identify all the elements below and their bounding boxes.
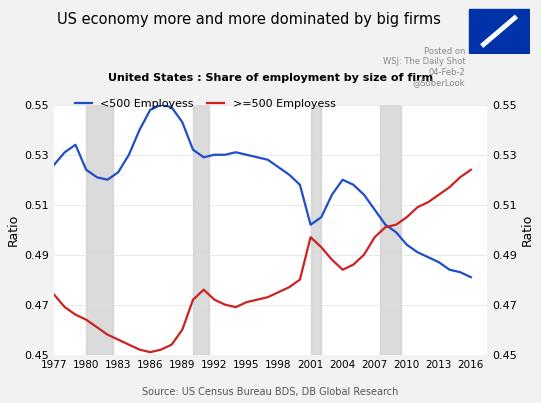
Y-axis label: Ratio: Ratio (521, 214, 534, 246)
Bar (193, 105, 209, 355)
Text: 04-Feb-2: 04-Feb-2 (428, 68, 465, 77)
Text: Source: US Census Bureau BDS, DB Global Research: Source: US Census Bureau BDS, DB Global … (142, 387, 399, 397)
FancyBboxPatch shape (469, 9, 529, 54)
Bar (380, 105, 401, 355)
Text: WSJ: The Daily Shot: WSJ: The Daily Shot (382, 58, 465, 66)
Text: @SoberLook: @SoberLook (413, 78, 465, 87)
Y-axis label: Ratio: Ratio (7, 214, 20, 246)
Legend: <500 Employess, >=500 Employess: <500 Employess, >=500 Employess (70, 94, 340, 113)
Text: US economy more and more dominated by big firms: US economy more and more dominated by bi… (57, 12, 441, 27)
Bar (86, 105, 113, 355)
Bar (311, 105, 321, 355)
Text: Posted on: Posted on (424, 48, 465, 56)
Text: United States : Share of employment by size of firm: United States : Share of employment by s… (108, 73, 433, 83)
